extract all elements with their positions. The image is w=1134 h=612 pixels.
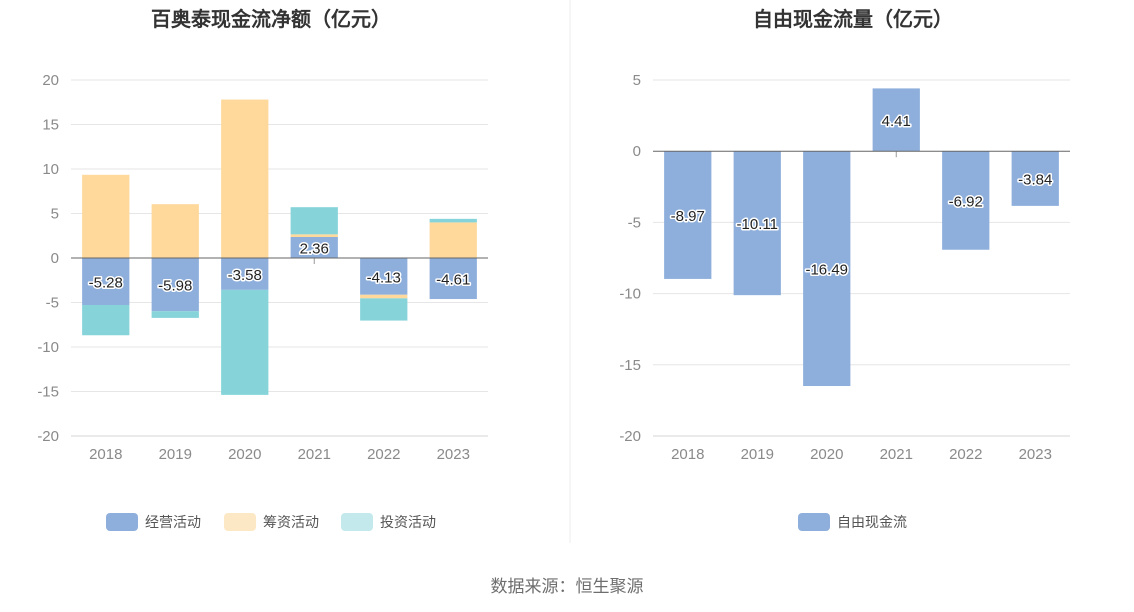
data-label: -3.84 xyxy=(1018,172,1052,189)
data-label: 4.41 xyxy=(882,113,911,130)
bar-operating xyxy=(151,258,199,312)
x-tick-label: 2022 xyxy=(367,446,400,463)
bar-free_cash xyxy=(942,151,990,250)
bar-financing xyxy=(429,222,477,258)
y-tick-label: -5 xyxy=(46,295,59,312)
legend-swatch-free-cash xyxy=(798,513,830,531)
bar-operating xyxy=(82,258,130,305)
cashflow-net-chart: 20 15 10 5 0 -5 -10 -15 -20 -5.28 2018 -5.98 2019 -3.… xyxy=(37,72,488,463)
bar-investing xyxy=(151,311,199,318)
y-tick-label: -10 xyxy=(619,286,641,303)
x-tick-label: 2020 xyxy=(228,446,261,463)
x-tick-label: 2019 xyxy=(741,446,774,463)
bar-investing xyxy=(290,207,338,235)
data-source: 数据来源：恒生聚源 xyxy=(491,577,644,596)
bar-operating xyxy=(360,258,408,295)
x-tick-label: 2021 xyxy=(880,446,913,463)
legend-item-investing[interactable]: 投资活动 xyxy=(341,513,436,531)
y-tick-label: -10 xyxy=(37,339,59,356)
y-tick-label: 5 xyxy=(633,72,641,89)
y-tick-label: 20 xyxy=(42,72,59,89)
x-tick-label: 2020 xyxy=(810,446,843,463)
bar-investing xyxy=(82,304,130,336)
x-tick-label: 2021 xyxy=(298,446,331,463)
bar-free_cash xyxy=(1011,151,1059,206)
right-legend: 自由现金流 xyxy=(798,513,907,531)
bar-investing xyxy=(429,218,477,223)
legend-label-operating: 经营活动 xyxy=(145,514,201,530)
bar-operating xyxy=(221,258,269,290)
bar-free_cash xyxy=(872,88,920,152)
y-tick-label: -20 xyxy=(37,428,59,445)
bar-free_cash xyxy=(733,151,781,296)
bar-financing xyxy=(151,204,199,258)
y-tick-label: 15 xyxy=(42,117,59,134)
x-tick-label: 2023 xyxy=(437,446,470,463)
y-tick-label: -15 xyxy=(619,357,641,374)
bar-investing xyxy=(221,289,269,395)
legend-swatch-investing xyxy=(341,513,373,531)
data-label: -4.13 xyxy=(367,269,401,286)
bar-financing xyxy=(360,294,408,299)
legend-item-financing[interactable]: 筹资活动 xyxy=(224,513,319,531)
x-tick-label: 2018 xyxy=(89,446,122,463)
bar-financing xyxy=(82,174,130,258)
y-tick-label: 10 xyxy=(42,161,59,178)
y-tick-label: 0 xyxy=(51,250,59,267)
bar-financing xyxy=(221,99,269,258)
legend-item-operating[interactable]: 经营活动 xyxy=(106,513,201,531)
bar-free_cash xyxy=(664,151,712,279)
bar-financing xyxy=(290,234,338,237)
data-label: -4.61 xyxy=(436,272,470,289)
free-cashflow-chart: 5 0 -5 -10 -15 -20 -8.97 2018 -10.11 2019 -16.49 20… xyxy=(619,72,1070,463)
data-label: -5.98 xyxy=(158,278,192,295)
legend-label-financing: 筹资活动 xyxy=(263,514,319,530)
bar-investing xyxy=(360,298,408,321)
y-tick-label: -20 xyxy=(619,428,641,445)
x-tick-label: 2022 xyxy=(949,446,982,463)
legend-swatch-financing xyxy=(224,513,256,531)
data-label: -10.11 xyxy=(737,216,778,233)
data-label: -16.49 xyxy=(805,262,848,279)
data-label: -5.28 xyxy=(89,274,123,291)
left-legend: 经营活动 筹资活动 投资活动 xyxy=(106,513,436,531)
data-label: -3.58 xyxy=(228,267,262,284)
legend-label-free-cash: 自由现金流 xyxy=(837,514,907,530)
bar-operating xyxy=(429,258,477,300)
y-tick-label: 0 xyxy=(633,143,641,160)
x-tick-label: 2019 xyxy=(159,446,192,463)
data-label: -8.97 xyxy=(671,208,705,225)
bar-free_cash xyxy=(803,151,851,387)
y-tick-label: -5 xyxy=(628,214,641,231)
y-tick-label: -15 xyxy=(37,384,59,401)
right-chart-title: 自由现金流量（亿元） xyxy=(753,7,953,31)
y-tick-label: 5 xyxy=(51,206,59,223)
x-tick-label: 2023 xyxy=(1019,446,1052,463)
legend-item-free-cash[interactable]: 自由现金流 xyxy=(798,513,907,531)
left-chart-title: 百奥泰现金流净额（亿元） xyxy=(151,7,391,31)
x-tick-label: 2018 xyxy=(671,446,704,463)
data-label: 2.36 xyxy=(300,240,329,257)
legend-swatch-operating xyxy=(106,513,138,531)
bar-operating xyxy=(290,236,338,258)
legend-label-investing: 投资活动 xyxy=(380,514,436,530)
data-label: -6.92 xyxy=(949,193,983,210)
